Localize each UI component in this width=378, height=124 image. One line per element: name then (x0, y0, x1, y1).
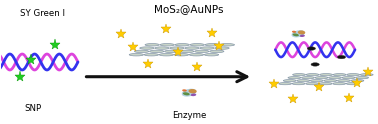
Ellipse shape (333, 74, 346, 76)
Ellipse shape (155, 47, 169, 49)
Ellipse shape (306, 74, 319, 76)
Text: MoS₂@AuNPs: MoS₂@AuNPs (154, 4, 224, 14)
Ellipse shape (293, 33, 299, 36)
Ellipse shape (159, 53, 174, 56)
Ellipse shape (182, 89, 196, 97)
Ellipse shape (140, 47, 154, 49)
Ellipse shape (195, 50, 209, 53)
Ellipse shape (360, 74, 373, 76)
Ellipse shape (183, 92, 190, 95)
Ellipse shape (170, 47, 184, 49)
Ellipse shape (135, 50, 149, 53)
Ellipse shape (164, 50, 179, 53)
Ellipse shape (189, 89, 197, 93)
Ellipse shape (342, 77, 355, 79)
Ellipse shape (210, 50, 224, 53)
Ellipse shape (319, 83, 332, 85)
Ellipse shape (220, 44, 234, 46)
Ellipse shape (351, 80, 364, 82)
Ellipse shape (298, 30, 305, 34)
Ellipse shape (297, 80, 310, 82)
Ellipse shape (174, 53, 189, 56)
Ellipse shape (144, 53, 158, 56)
Ellipse shape (291, 30, 305, 37)
Ellipse shape (205, 44, 220, 46)
Ellipse shape (190, 44, 204, 46)
Ellipse shape (189, 53, 204, 56)
Ellipse shape (182, 89, 187, 92)
Ellipse shape (324, 80, 337, 82)
Ellipse shape (150, 50, 164, 53)
Ellipse shape (191, 93, 196, 96)
Ellipse shape (180, 50, 194, 53)
Ellipse shape (185, 47, 199, 49)
Ellipse shape (200, 47, 214, 49)
Ellipse shape (288, 77, 301, 79)
Ellipse shape (338, 55, 345, 59)
Ellipse shape (284, 80, 296, 82)
Ellipse shape (204, 53, 218, 56)
Ellipse shape (311, 63, 319, 66)
Ellipse shape (328, 77, 341, 79)
Ellipse shape (279, 83, 291, 85)
Ellipse shape (310, 80, 323, 82)
Text: SY Green I: SY Green I (20, 9, 65, 18)
Ellipse shape (215, 47, 229, 49)
Ellipse shape (338, 80, 350, 82)
Ellipse shape (306, 83, 319, 85)
Ellipse shape (292, 83, 305, 85)
Ellipse shape (302, 77, 314, 79)
Ellipse shape (347, 74, 359, 76)
Text: SNP: SNP (24, 105, 41, 113)
Ellipse shape (300, 35, 305, 37)
Ellipse shape (356, 77, 369, 79)
Ellipse shape (175, 44, 189, 46)
Text: Enzyme: Enzyme (172, 111, 206, 120)
Ellipse shape (292, 31, 296, 33)
Ellipse shape (307, 47, 316, 50)
Ellipse shape (145, 44, 160, 46)
Ellipse shape (129, 53, 144, 56)
Ellipse shape (315, 77, 328, 79)
Ellipse shape (293, 74, 305, 76)
Ellipse shape (320, 74, 333, 76)
Ellipse shape (333, 83, 345, 85)
Ellipse shape (160, 44, 174, 46)
Ellipse shape (346, 83, 359, 85)
